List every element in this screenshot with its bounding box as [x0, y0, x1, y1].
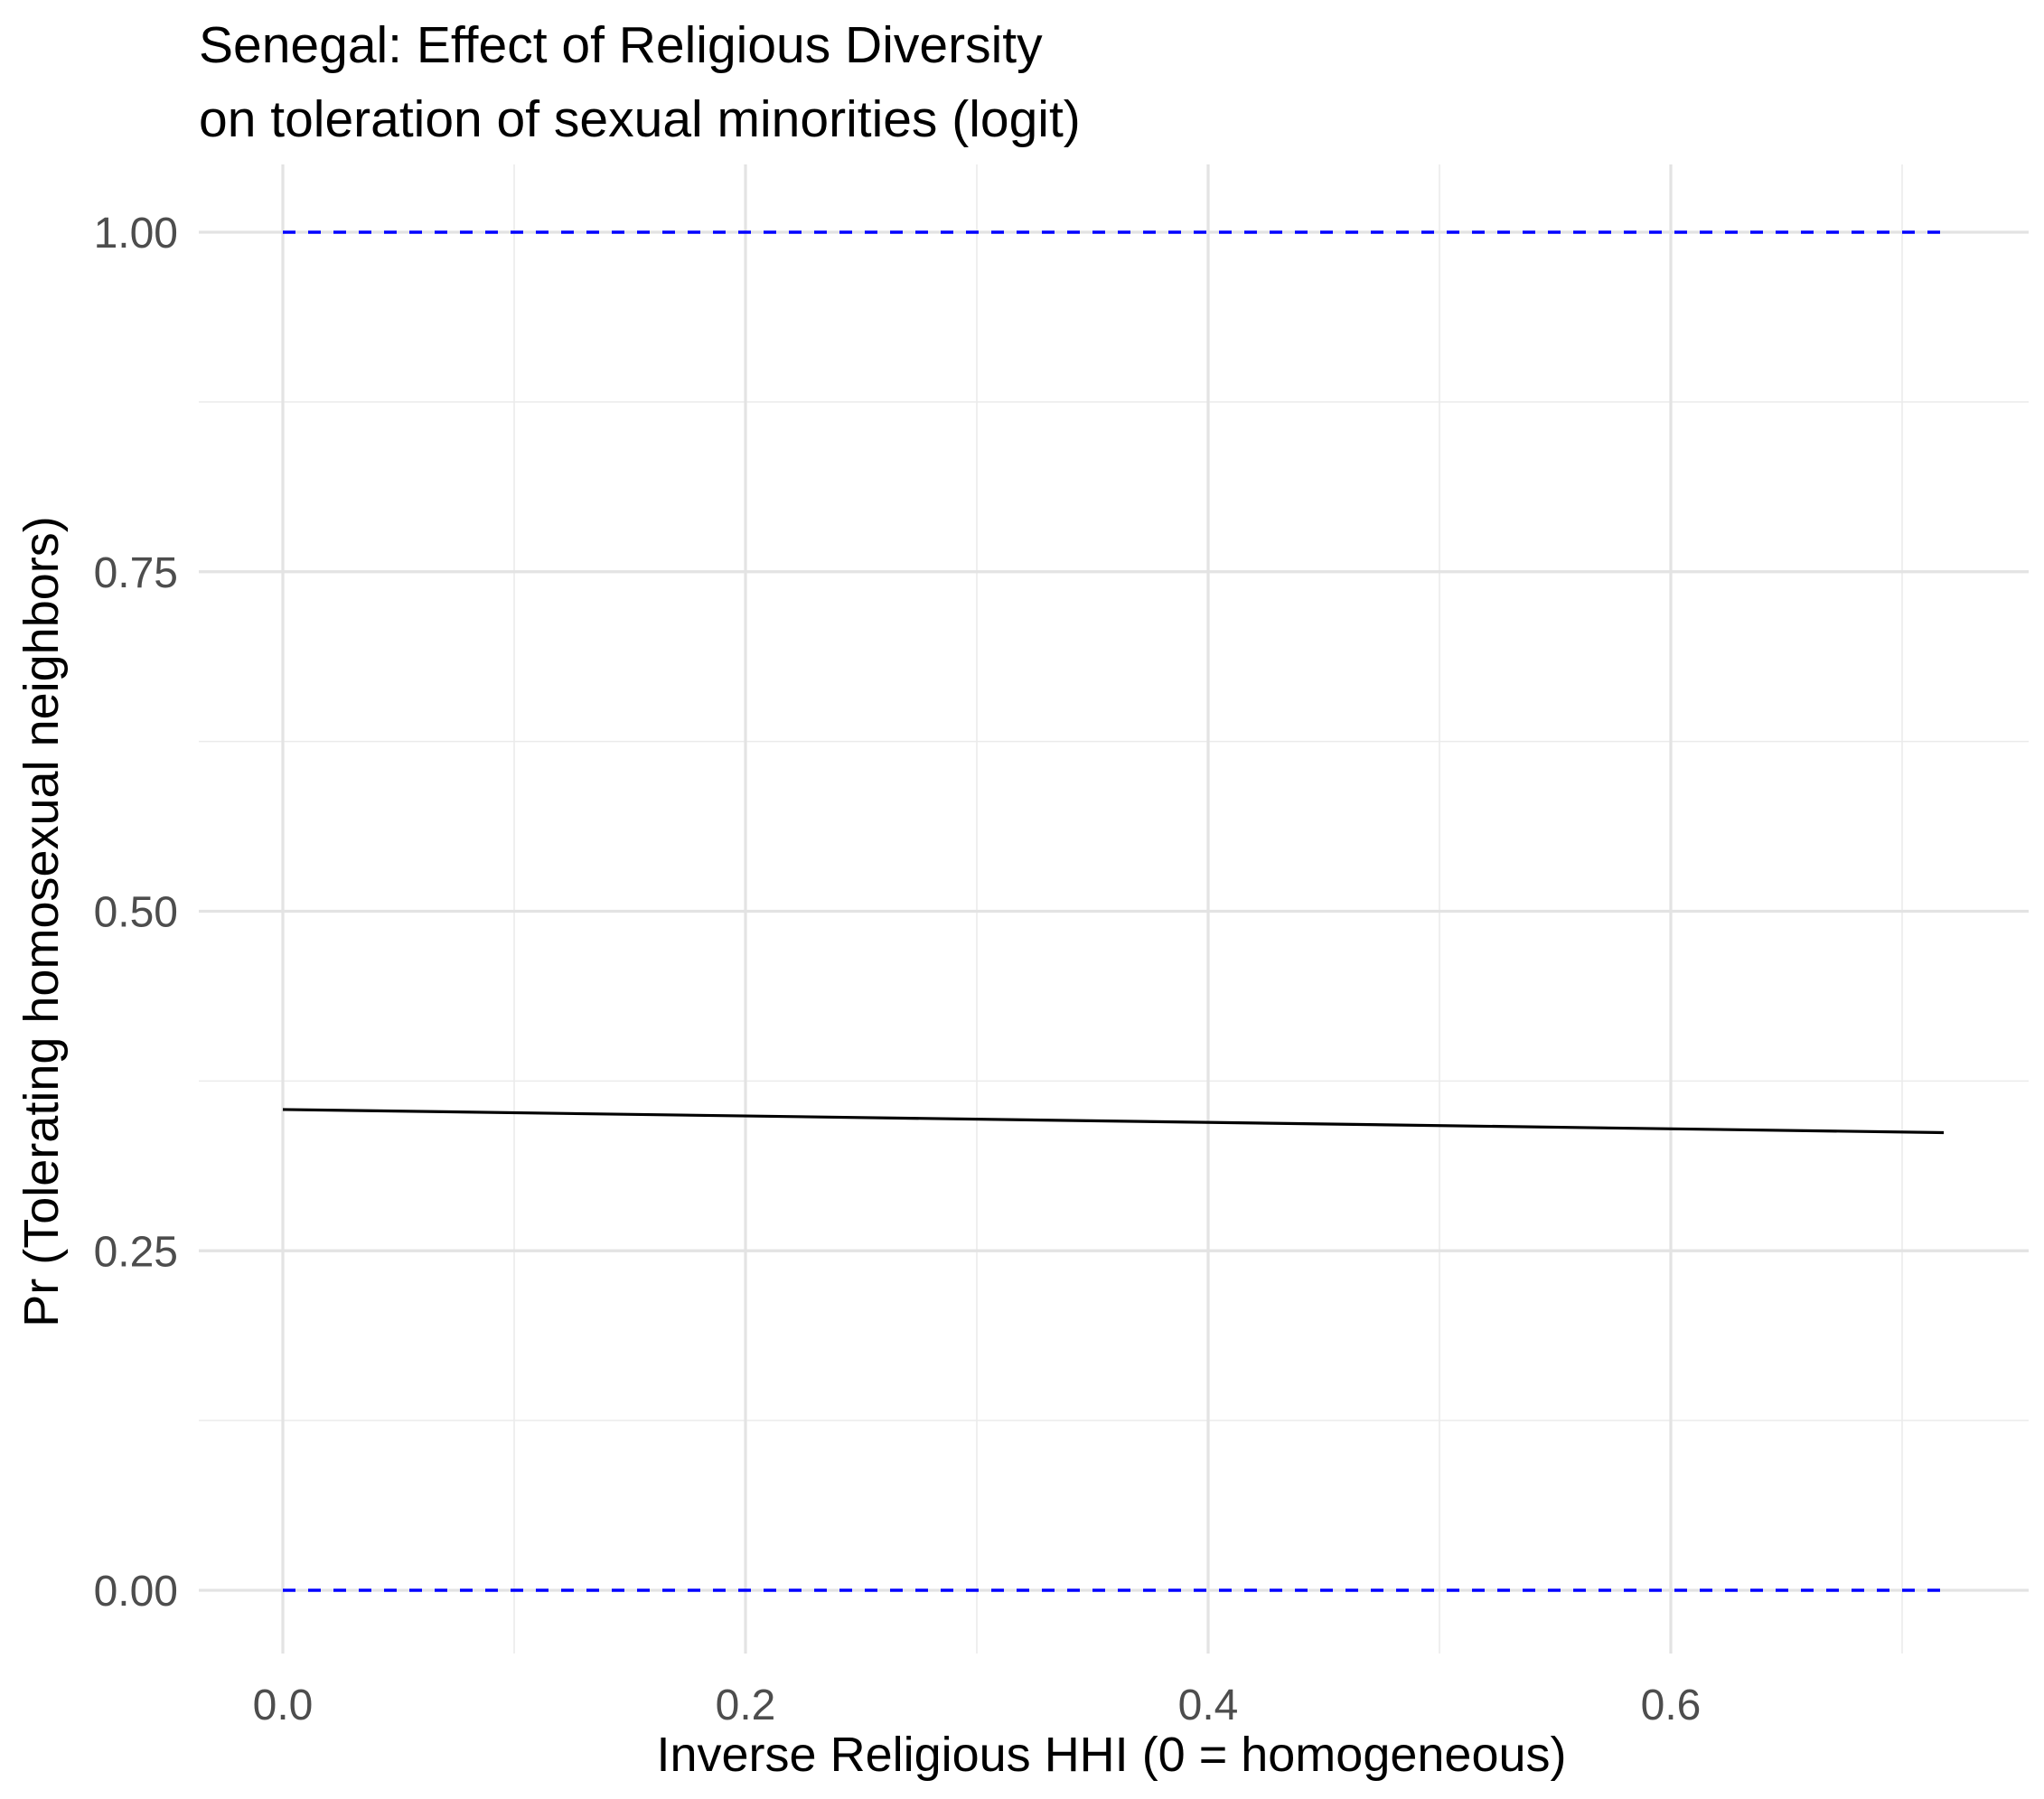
y-axis-tick-labels: 0.00 0.25 0.50 0.75 1.00 — [94, 210, 178, 1616]
y-tick-label: 0.50 — [94, 889, 178, 937]
x-tick-label: 0.6 — [1641, 1682, 1702, 1729]
x-tick-label: 0.2 — [716, 1682, 776, 1729]
chart-subtitle: on toleration of sexual minorities (logi… — [199, 90, 1081, 148]
series-lines — [282, 230, 1945, 1592]
y-tick-label: 0.75 — [94, 549, 178, 597]
solid-series-line — [282, 1108, 1945, 1135]
y-tick-label: 0.25 — [94, 1228, 178, 1276]
chart-title: Senegal: Effect of Religious Diversity — [199, 16, 1043, 74]
x-axis-tick-labels: 0.0 0.2 0.4 0.6 — [253, 1682, 1702, 1729]
y-tick-label: 1.00 — [94, 210, 178, 258]
y-tick-label: 0.00 — [94, 1568, 178, 1616]
x-axis-label: Inverse Religious HHI (0 = homogeneous) — [656, 1728, 1566, 1782]
x-tick-label: 0.0 — [253, 1682, 314, 1729]
major-gridlines — [199, 164, 2029, 1654]
minor-gridlines — [199, 164, 2029, 1654]
x-tick-label: 0.4 — [1178, 1682, 1239, 1729]
y-axis-label: Pr (Tolerating homosexual neighbors) — [14, 516, 69, 1326]
